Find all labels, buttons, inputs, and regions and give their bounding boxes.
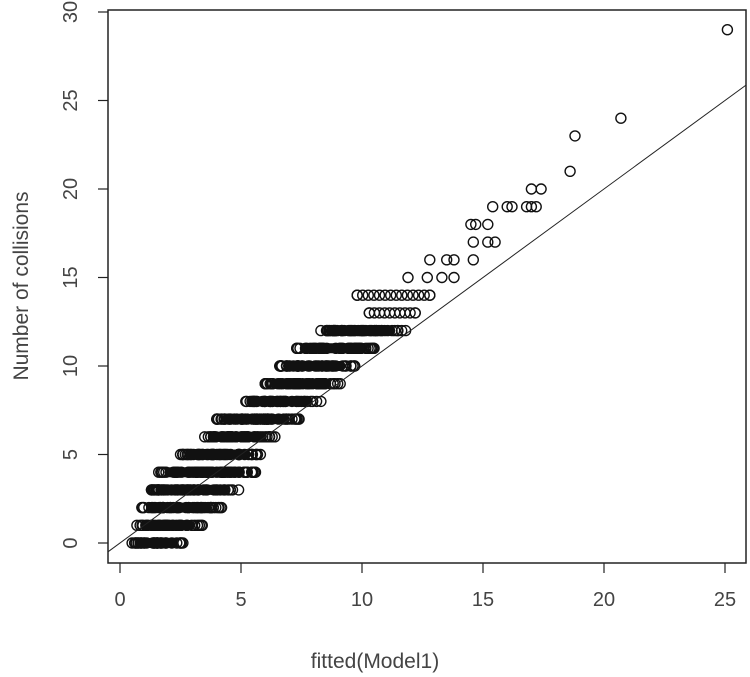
overlapping-points: [164, 467, 244, 478]
data-point: [385, 289, 397, 301]
data-point: [254, 448, 267, 461]
data-point: [465, 218, 477, 231]
x-tick-label: 5: [235, 589, 246, 611]
overlapping-points: [185, 449, 251, 460]
data-point: [482, 218, 494, 231]
data-point: [367, 342, 380, 354]
data-point: [470, 218, 482, 231]
data-point: [615, 112, 627, 124]
data-point: [404, 307, 416, 319]
data-point: [721, 24, 734, 36]
y-tick-label: 25: [60, 89, 82, 111]
data-point: [487, 200, 499, 213]
data-point: [409, 307, 421, 319]
data-point: [525, 183, 538, 195]
data-point: [564, 165, 576, 178]
data-point: [379, 289, 391, 301]
overlapping-points: [269, 378, 332, 389]
data-point: [525, 200, 538, 213]
data-point: [436, 271, 448, 284]
y-tick-label: 10: [60, 355, 82, 377]
data-point: [530, 200, 542, 213]
y-tick-label: 20: [60, 178, 82, 200]
x-axis-label: fitted(Model1): [310, 650, 440, 673]
data-point: [448, 271, 460, 284]
plot-frame: [107, 9, 747, 564]
data-point: [535, 183, 547, 195]
overlapping-points: [325, 325, 396, 336]
overlapping-points: [140, 520, 195, 531]
y-tick-label: 5: [60, 449, 82, 460]
overlapping-points: [284, 361, 346, 371]
data-point: [482, 236, 494, 248]
data-point: [248, 466, 261, 478]
y-tick-label: 30: [60, 1, 82, 23]
overlapping-points: [135, 538, 177, 548]
data-point: [357, 289, 369, 301]
data-point: [467, 254, 479, 266]
data-point: [390, 289, 402, 301]
data-point: [245, 466, 258, 478]
data-points: [126, 24, 734, 549]
data-point: [424, 289, 436, 301]
x-tick-label: 25: [714, 589, 736, 611]
data-point: [351, 289, 363, 301]
overlapping-points: [301, 343, 365, 354]
data-point: [441, 254, 453, 266]
data-point: [293, 413, 305, 425]
overlapping-points: [208, 431, 267, 442]
x-tick-label: 20: [593, 589, 615, 611]
data-point: [418, 289, 430, 301]
reference-line: [107, 84, 747, 553]
x-tick-label: 0: [114, 589, 125, 611]
y-axis: 0 5 10 15 20 25 30: [60, 1, 108, 549]
data-point: [396, 324, 408, 337]
y-tick-label: 15: [60, 266, 82, 288]
data-point: [396, 289, 408, 301]
data-point: [467, 236, 479, 248]
data-point: [489, 236, 501, 248]
data-point: [501, 200, 513, 213]
data-point: [569, 130, 581, 142]
data-point: [506, 200, 518, 213]
x-axis: 0 5 10 15 20 25: [114, 563, 736, 611]
data-point: [401, 289, 414, 301]
data-point: [362, 289, 374, 301]
x-tick-label: 15: [472, 589, 494, 611]
data-point: [368, 289, 380, 301]
y-axis-label: Number of collisions: [10, 191, 33, 381]
data-point: [402, 271, 414, 284]
data-point: [412, 289, 425, 301]
data-point: [448, 254, 460, 266]
x-tick-label: 10: [351, 589, 373, 611]
data-point: [421, 271, 433, 284]
data-point: [345, 360, 357, 372]
data-point: [407, 289, 419, 301]
overlapping-points: [146, 502, 213, 513]
data-point: [251, 448, 264, 461]
y-tick-label: 0: [60, 537, 82, 548]
data-point: [424, 254, 436, 266]
overlapping-points: [221, 414, 290, 425]
overlapping-points: [250, 396, 312, 407]
data-point: [373, 289, 386, 301]
